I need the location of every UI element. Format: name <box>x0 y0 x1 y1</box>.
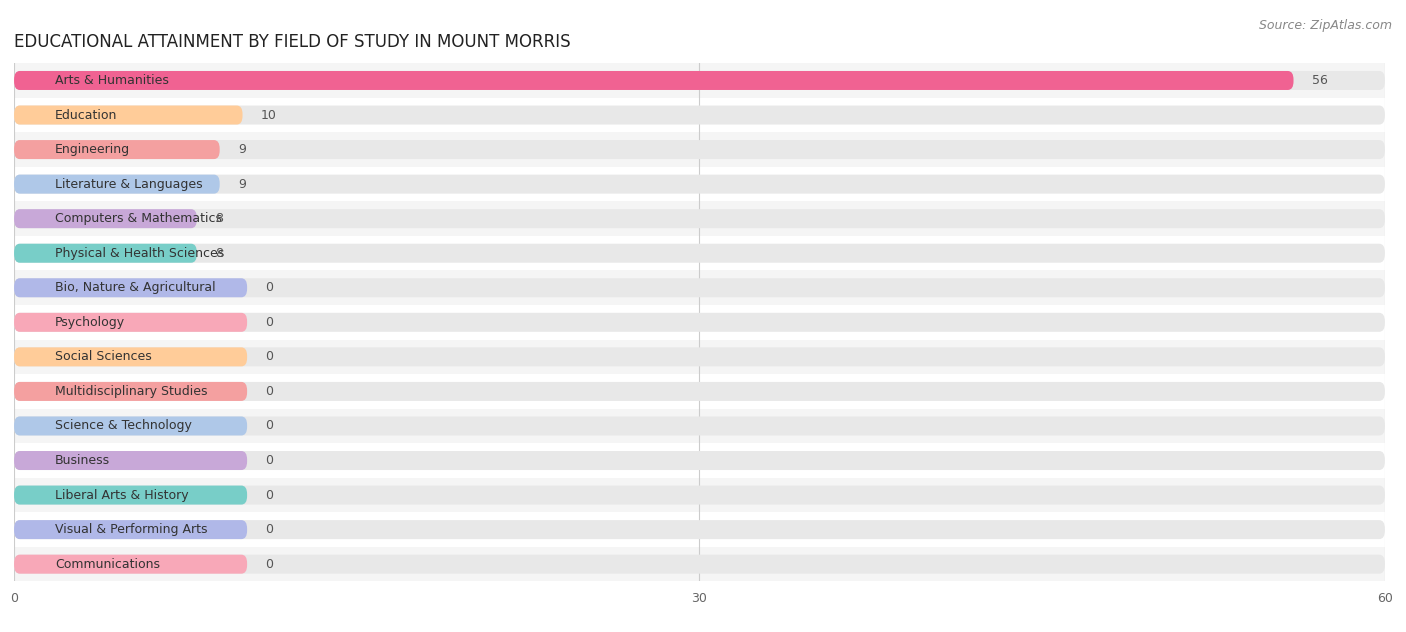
FancyBboxPatch shape <box>0 374 1406 409</box>
FancyBboxPatch shape <box>14 348 1385 367</box>
Text: Communications: Communications <box>55 557 160 571</box>
Text: 0: 0 <box>266 489 273 502</box>
Text: 10: 10 <box>262 109 277 121</box>
Text: 0: 0 <box>266 316 273 329</box>
FancyBboxPatch shape <box>0 98 1406 132</box>
FancyBboxPatch shape <box>14 174 219 193</box>
FancyBboxPatch shape <box>0 305 1406 339</box>
FancyBboxPatch shape <box>14 451 1385 470</box>
Text: Bio, Nature & Agricultural: Bio, Nature & Agricultural <box>55 281 215 295</box>
Text: Literature & Languages: Literature & Languages <box>55 178 202 191</box>
FancyBboxPatch shape <box>14 106 1385 125</box>
FancyBboxPatch shape <box>14 71 1294 90</box>
FancyBboxPatch shape <box>0 132 1406 167</box>
Text: 0: 0 <box>266 385 273 398</box>
FancyBboxPatch shape <box>14 71 1385 90</box>
FancyBboxPatch shape <box>0 236 1406 270</box>
FancyBboxPatch shape <box>14 244 197 263</box>
Text: 8: 8 <box>215 246 224 260</box>
FancyBboxPatch shape <box>14 348 247 367</box>
Text: 9: 9 <box>238 178 246 191</box>
Text: Visual & Performing Arts: Visual & Performing Arts <box>55 523 208 536</box>
FancyBboxPatch shape <box>14 520 247 539</box>
FancyBboxPatch shape <box>14 555 1385 574</box>
Text: 56: 56 <box>1312 74 1327 87</box>
Text: Education: Education <box>55 109 118 121</box>
Text: Science & Technology: Science & Technology <box>55 420 193 432</box>
FancyBboxPatch shape <box>14 382 247 401</box>
Text: Arts & Humanities: Arts & Humanities <box>55 74 169 87</box>
FancyBboxPatch shape <box>14 520 1385 539</box>
Text: 8: 8 <box>215 212 224 225</box>
FancyBboxPatch shape <box>14 416 1385 435</box>
FancyBboxPatch shape <box>14 451 247 470</box>
FancyBboxPatch shape <box>0 409 1406 443</box>
Text: Engineering: Engineering <box>55 143 131 156</box>
FancyBboxPatch shape <box>14 313 1385 332</box>
Text: 0: 0 <box>266 281 273 295</box>
Text: 0: 0 <box>266 523 273 536</box>
FancyBboxPatch shape <box>0 202 1406 236</box>
FancyBboxPatch shape <box>14 244 1385 263</box>
Text: Computers & Mathematics: Computers & Mathematics <box>55 212 222 225</box>
FancyBboxPatch shape <box>0 547 1406 581</box>
FancyBboxPatch shape <box>0 270 1406 305</box>
Text: 9: 9 <box>238 143 246 156</box>
Text: 0: 0 <box>266 350 273 363</box>
FancyBboxPatch shape <box>14 174 1385 193</box>
FancyBboxPatch shape <box>0 513 1406 547</box>
Text: Source: ZipAtlas.com: Source: ZipAtlas.com <box>1258 19 1392 32</box>
FancyBboxPatch shape <box>14 416 247 435</box>
FancyBboxPatch shape <box>14 382 1385 401</box>
Text: Multidisciplinary Studies: Multidisciplinary Studies <box>55 385 208 398</box>
FancyBboxPatch shape <box>14 278 1385 297</box>
FancyBboxPatch shape <box>14 278 247 297</box>
FancyBboxPatch shape <box>14 555 247 574</box>
Text: 0: 0 <box>266 557 273 571</box>
FancyBboxPatch shape <box>14 140 1385 159</box>
FancyBboxPatch shape <box>0 339 1406 374</box>
Text: Psychology: Psychology <box>55 316 125 329</box>
Text: 0: 0 <box>266 454 273 467</box>
FancyBboxPatch shape <box>14 485 247 504</box>
FancyBboxPatch shape <box>0 443 1406 478</box>
Text: Social Sciences: Social Sciences <box>55 350 152 363</box>
Text: Physical & Health Sciences: Physical & Health Sciences <box>55 246 225 260</box>
Text: Business: Business <box>55 454 110 467</box>
FancyBboxPatch shape <box>14 140 219 159</box>
FancyBboxPatch shape <box>14 209 1385 228</box>
FancyBboxPatch shape <box>14 313 247 332</box>
FancyBboxPatch shape <box>0 167 1406 202</box>
Text: Liberal Arts & History: Liberal Arts & History <box>55 489 188 502</box>
FancyBboxPatch shape <box>0 478 1406 513</box>
FancyBboxPatch shape <box>14 485 1385 504</box>
FancyBboxPatch shape <box>14 106 243 125</box>
Text: EDUCATIONAL ATTAINMENT BY FIELD OF STUDY IN MOUNT MORRIS: EDUCATIONAL ATTAINMENT BY FIELD OF STUDY… <box>14 32 571 51</box>
FancyBboxPatch shape <box>0 63 1406 98</box>
FancyBboxPatch shape <box>14 209 197 228</box>
Text: 0: 0 <box>266 420 273 432</box>
